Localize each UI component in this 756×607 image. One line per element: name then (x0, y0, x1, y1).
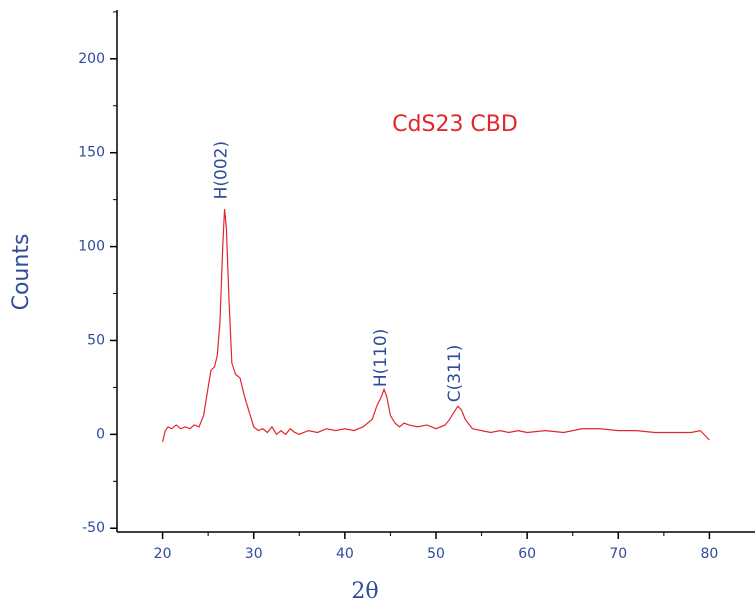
x-tick-label: 30 (245, 546, 263, 562)
y-axis-label: Counts (9, 234, 34, 311)
peak-label: C(311) (445, 345, 465, 403)
x-tick-label: 70 (609, 546, 627, 562)
x-tick-label: 40 (336, 546, 354, 562)
peak-label: H(002) (212, 141, 232, 200)
series-label: CdS23 CBD (392, 112, 518, 137)
x-tick-label: 50 (427, 546, 445, 562)
y-tick-label: 200 (78, 51, 105, 67)
peak-label: H(110) (371, 329, 391, 388)
x-tick-label: 20 (154, 546, 172, 562)
series-line (161, 208, 710, 443)
y-tick-label: -50 (82, 520, 105, 536)
y-tick-label: 0 (96, 426, 105, 442)
y-tick-label: 50 (87, 332, 105, 348)
y-tick-label: 100 (78, 239, 105, 255)
x-tick-label: 60 (518, 546, 536, 562)
y-tick-label: 150 (78, 145, 105, 161)
x-tick-label: 80 (701, 546, 719, 562)
x-axis-label: 2θ (351, 579, 378, 604)
